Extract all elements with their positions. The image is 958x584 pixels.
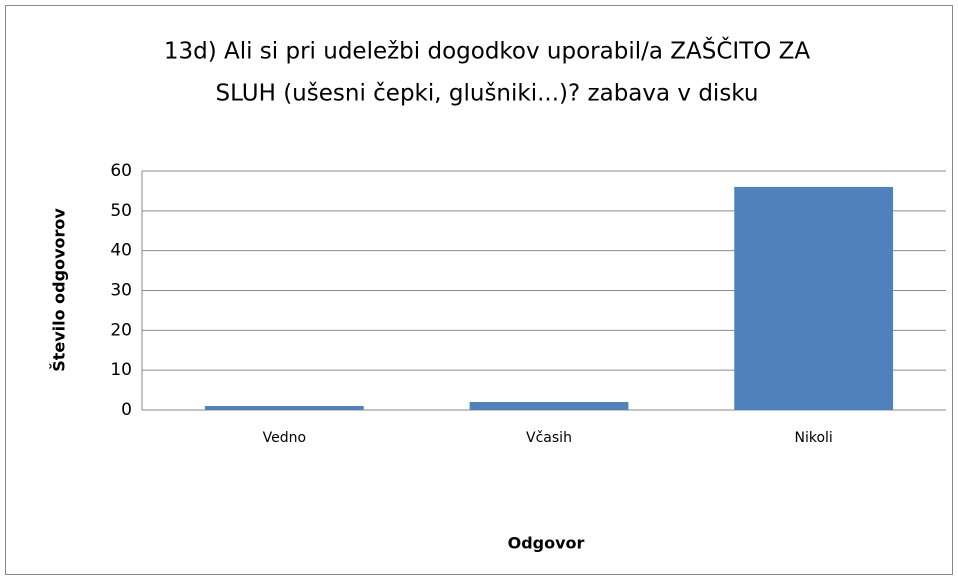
bar (469, 402, 629, 410)
chart-title-line: 13d) Ali si pri udeležbi dogodkov uporab… (164, 37, 811, 65)
x-tick-label: Včasih (526, 430, 572, 446)
x-tick-label: Nikoli (795, 430, 833, 446)
chart-title-line: SLUH (ušesni čepki, glušniki...)? zabava… (216, 81, 759, 107)
y-tick-label: 30 (110, 281, 132, 301)
y-tick-label: 60 (110, 161, 132, 181)
bar (204, 406, 364, 410)
y-tick-label: 20 (110, 320, 132, 340)
y-axis-label: Število odgovorov (50, 208, 69, 372)
y-tick-label: 50 (110, 201, 132, 221)
x-axis-label: Odgovor (508, 534, 585, 553)
y-tick-label: 0 (121, 400, 132, 420)
bar (734, 186, 894, 410)
x-tick-label: Vedno (263, 430, 306, 446)
y-tick-label: 10 (110, 360, 132, 380)
y-tick-label: 40 (110, 241, 132, 261)
